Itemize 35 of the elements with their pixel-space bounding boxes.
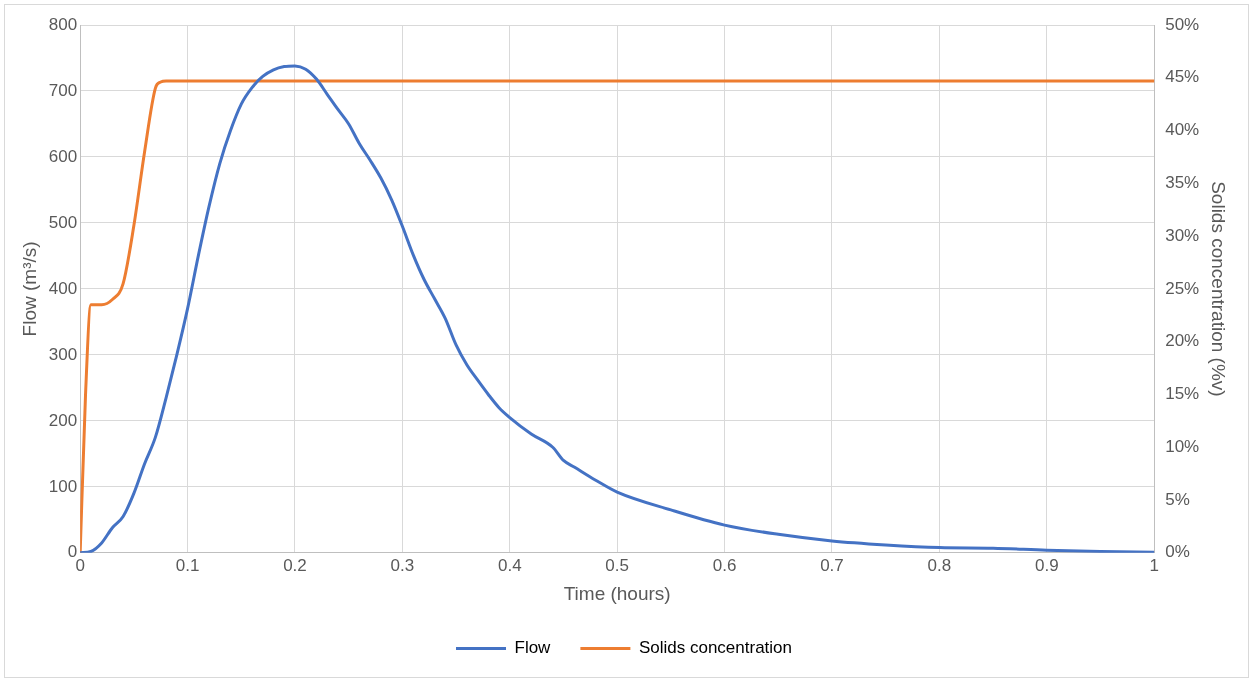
y2-tick-label: 0%: [1165, 542, 1190, 562]
x-tick-label: 0.6: [712, 555, 737, 575]
y-axis-title: Flow (m³/s): [18, 241, 40, 337]
y2-tick-label: 15%: [1165, 384, 1200, 404]
y2-tick-label: 5%: [1165, 489, 1190, 509]
y2-tick-label: 30%: [1165, 225, 1200, 245]
y-tick-label: 600: [48, 146, 78, 166]
y2-tick-label: 50%: [1165, 14, 1200, 34]
y2-tick-label: 40%: [1165, 120, 1200, 140]
y-tick-label: 300: [48, 344, 78, 364]
x-tick-label: 0.8: [927, 555, 952, 575]
y-tick-label: 100: [48, 476, 78, 496]
x-tick-label: 1: [1149, 555, 1159, 575]
legend-label: Solids concentration: [638, 638, 792, 658]
x-tick-label: 0.7: [820, 555, 844, 575]
x-tick-label: 0.2: [283, 555, 307, 575]
y-tick-label: 0: [67, 542, 78, 562]
y2-tick-label: 25%: [1165, 278, 1200, 298]
x-tick-label: 0.1: [175, 555, 200, 575]
y-tick-label: 700: [48, 80, 78, 100]
y2-axis-title: Solids concentration (%v): [1208, 181, 1230, 397]
x-axis-title: Time (hours): [563, 582, 671, 604]
y2-tick-label: 20%: [1165, 331, 1200, 351]
y2-tick-label: 35%: [1165, 173, 1200, 193]
y-tick-label: 200: [48, 410, 78, 430]
y2-tick-label: 45%: [1165, 67, 1200, 87]
y-tick-label: 400: [48, 278, 78, 298]
x-tick-label: 0.9: [1034, 555, 1059, 575]
y-tick-label: 800: [48, 14, 78, 34]
y2-tick-label: 10%: [1165, 436, 1200, 456]
x-tick-label: 0.4: [497, 555, 522, 575]
legend-label: Flow: [514, 638, 552, 658]
x-tick-label: 0.3: [390, 555, 415, 575]
x-tick-label: 0.5: [605, 555, 629, 575]
y-tick-label: 500: [48, 212, 78, 232]
